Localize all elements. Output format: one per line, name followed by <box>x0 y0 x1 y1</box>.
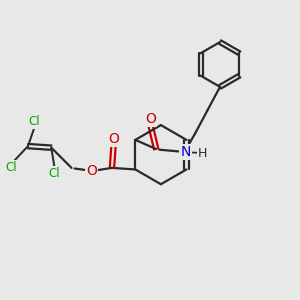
Text: O: O <box>86 164 97 178</box>
Text: O: O <box>145 112 156 126</box>
Text: N: N <box>181 145 191 159</box>
Text: Cl: Cl <box>49 167 60 180</box>
Text: H: H <box>198 147 208 160</box>
Text: O: O <box>108 132 119 145</box>
Text: Cl: Cl <box>5 161 17 174</box>
Text: Cl: Cl <box>28 115 40 128</box>
